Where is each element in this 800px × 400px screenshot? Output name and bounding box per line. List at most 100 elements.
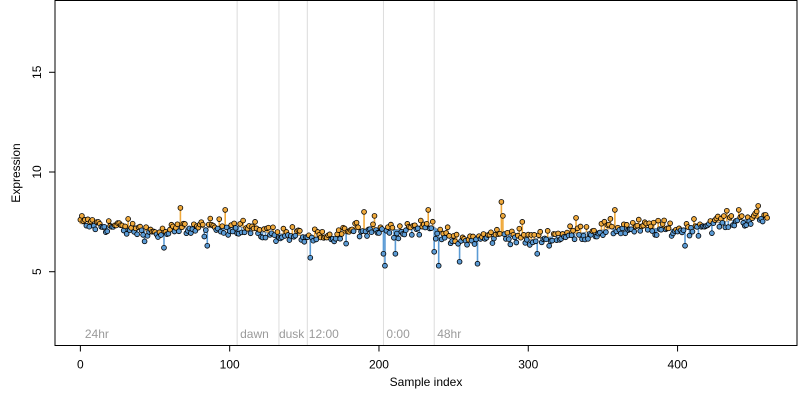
data-point	[507, 241, 514, 248]
data-point	[280, 225, 287, 232]
data-point	[434, 230, 440, 237]
data-point	[546, 242, 552, 249]
data-point	[216, 216, 223, 222]
data-point	[735, 207, 742, 213]
data-point	[274, 229, 281, 235]
data-point	[326, 231, 333, 238]
y-axis-title: Expression	[9, 143, 23, 202]
data-point	[691, 216, 697, 222]
y-tick-label: 10	[30, 165, 44, 179]
data-point	[355, 224, 361, 231]
annotation-label: 24hr	[85, 327, 109, 341]
x-tick-label: 0	[77, 358, 84, 372]
data-point	[629, 220, 636, 226]
data-point	[376, 230, 382, 236]
x-axis-title: Sample index	[390, 375, 463, 389]
data-point	[432, 235, 439, 242]
data-point	[441, 234, 448, 241]
data-point	[543, 236, 549, 243]
data-point	[658, 226, 664, 233]
x-tick-label: 200	[369, 358, 389, 372]
data-point	[747, 221, 754, 227]
data-point	[612, 207, 618, 213]
data-point	[585, 236, 591, 242]
data-point	[364, 233, 370, 239]
data-point	[207, 215, 214, 222]
data-point	[464, 241, 470, 248]
data-point	[123, 231, 130, 237]
data-point	[220, 230, 227, 236]
y-tick-label: 5	[30, 268, 44, 275]
data-point	[240, 217, 246, 224]
data-point	[204, 242, 211, 249]
data-point	[721, 213, 727, 219]
data-point	[532, 238, 539, 245]
data-point	[755, 203, 761, 209]
data-point	[577, 223, 584, 230]
data-point	[409, 232, 415, 238]
data-point	[159, 225, 166, 232]
data-point	[567, 223, 573, 230]
data-point	[571, 236, 578, 243]
data-point	[728, 213, 735, 219]
x-tick-label: 100	[220, 358, 240, 372]
data-point	[583, 224, 590, 230]
data-point	[686, 232, 693, 239]
data-point	[416, 231, 423, 238]
data-point	[262, 234, 269, 241]
data-point	[428, 225, 435, 231]
annotation-labels: 24hr dawn dusk 12:00 0:00 48hr	[85, 327, 461, 341]
data-point	[301, 239, 308, 245]
data-point	[624, 222, 630, 228]
data-point	[523, 236, 530, 243]
data-point	[576, 232, 582, 238]
data-point	[273, 238, 279, 244]
data-point	[573, 215, 579, 221]
data-point	[361, 209, 367, 215]
data-point	[104, 228, 111, 235]
data-point	[382, 262, 388, 269]
data-point	[474, 260, 481, 267]
data-point	[371, 213, 378, 219]
residual-stems	[79, 201, 768, 266]
data-point	[391, 234, 397, 241]
data-point	[232, 225, 239, 231]
annotation-label: 48hr	[437, 327, 461, 341]
data-point	[200, 221, 206, 228]
data-point	[695, 233, 702, 239]
data-point	[394, 230, 400, 237]
data-point	[86, 223, 93, 230]
data-point	[601, 218, 608, 225]
data-point	[368, 229, 375, 235]
data-point	[143, 224, 149, 230]
data-point	[379, 226, 385, 232]
data-point	[122, 223, 128, 230]
data-point	[453, 231, 460, 238]
data-point	[265, 224, 272, 231]
x-axis: 0 100 200 300 400	[77, 345, 688, 372]
data-point	[92, 226, 99, 233]
data-point	[603, 229, 609, 235]
data-point	[403, 227, 409, 234]
data-point	[591, 227, 597, 234]
data-point	[665, 225, 672, 232]
data-point	[650, 219, 657, 226]
data-point	[635, 216, 642, 223]
data-point	[498, 199, 505, 205]
data-point	[356, 233, 363, 240]
data-point	[544, 228, 551, 234]
data-point	[500, 213, 506, 219]
data-point	[667, 220, 673, 227]
data-point	[471, 241, 478, 247]
data-point	[223, 224, 230, 231]
data-point	[247, 230, 254, 237]
data-point	[506, 236, 512, 242]
x-tick-label: 300	[518, 358, 538, 372]
data-point	[488, 229, 494, 236]
data-point	[389, 224, 396, 231]
data-point	[655, 217, 661, 224]
data-point	[105, 218, 112, 224]
data-point	[709, 230, 715, 236]
data-point	[724, 207, 730, 214]
